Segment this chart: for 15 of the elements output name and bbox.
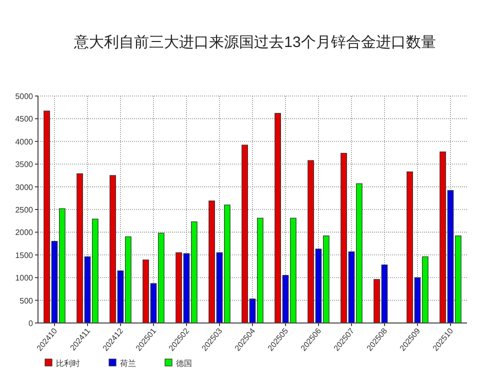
y-tick-label: 5000 xyxy=(15,92,34,101)
legend-label: 荷兰 xyxy=(120,359,136,368)
y-tick-label: 500 xyxy=(20,296,34,306)
y-tick-label: 2500 xyxy=(15,206,34,214)
legend-label: 比利时 xyxy=(56,359,80,368)
chart-title: 意大利自前三大进口来源国过去13个月锌合金进口数量 xyxy=(73,34,436,51)
y-tick-label: 4000 xyxy=(15,137,34,146)
y-tick-label: 1000 xyxy=(15,274,34,283)
y-tick-label: 1500 xyxy=(15,250,34,260)
y-tick-label: 3500 xyxy=(15,160,34,170)
legend-label: 德国 xyxy=(176,359,192,368)
y-tick-label: 0 xyxy=(28,319,34,328)
y-tick-label: 2000 xyxy=(15,228,34,238)
y-tick-label: 3000 xyxy=(15,182,34,192)
y-tick-label: 4500 xyxy=(15,114,34,124)
